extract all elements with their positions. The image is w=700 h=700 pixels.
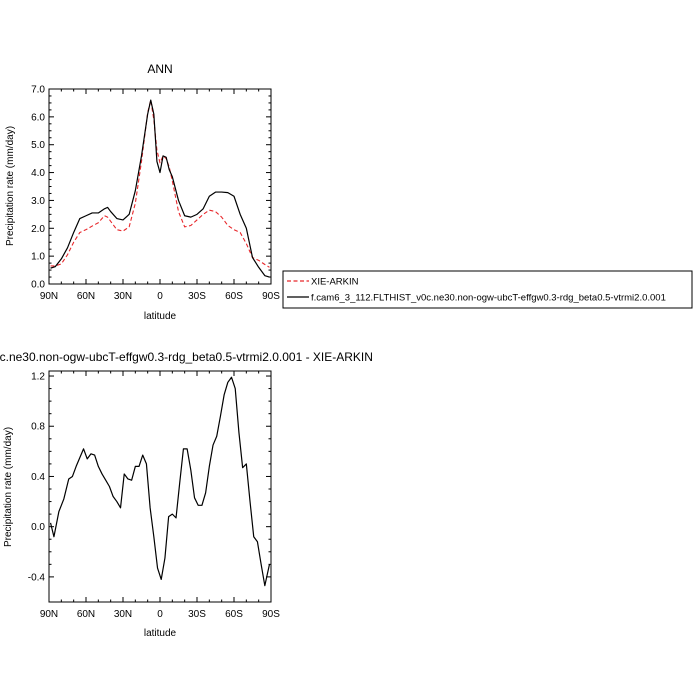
top-y-tick-label: 6.0 [31,112,45,123]
legend: XIE-ARKIN f.cam6_3_112.FLTHIST_v0c.ne30.… [282,270,693,309]
bottom-x-tick-label: 90S [262,609,280,620]
top-x-ticks: 90N 60N 30N 0 30S 60S 90S [40,89,280,302]
bottom-y-tick-label: -0.4 [28,572,46,583]
top-x-tick-label: 60S [225,291,243,302]
top-x-tick-label: 60N [77,291,95,302]
top-x-tick-label: 30N [114,291,132,302]
top-x-tick-label: 90N [40,291,58,302]
top-y-ticks: 0.0 1.0 2.0 3.0 4.0 5.0 6.0 7.0 [31,85,271,291]
bottom-x-tick-label: 60S [225,609,243,620]
bottom-series-group [49,376,271,587]
top-x-tick-label: 0 [157,291,163,302]
bottom-panel: f.cam6_3_112.FLTHIST_v0c.ne30.non-ogw-ub… [0,350,373,639]
bottom-x-axis-label: latitude [144,628,177,639]
top-y-tick-label: 4.0 [31,168,45,179]
bottom-y-tick-label: 0.8 [31,422,45,433]
top-x-tick-label: 90S [262,291,280,302]
top-x-tick-label: 30S [188,291,206,302]
top-plot-frame [48,88,272,285]
bottom-plot-frame [48,370,272,603]
bottom-x-tick-label: 30N [114,609,132,620]
legend-label-xie-arkin: XIE-ARKIN [311,277,359,288]
legend-box [282,270,693,309]
top-y-tick-label: 0.0 [31,280,45,291]
top-series-group [50,99,270,278]
bottom-x-tick-label: 30S [188,609,206,620]
bottom-y-tick-label: 1.2 [31,372,45,383]
top-series-line-xie-arkin [50,99,270,268]
top-y-tick-label: 3.0 [31,196,45,207]
bottom-y-axis-label: Precipitation rate (mm/day) [3,427,14,547]
bottom-series-line-difference [49,376,271,587]
legend-label-model: f.cam6_3_112.FLTHIST_v0c.ne30.non-ogw-ub… [311,293,666,304]
bottom-y-tick-label: 0.0 [31,522,45,533]
top-y-tick-label: 1.0 [31,252,45,263]
bottom-x-tick-label: 0 [157,609,163,620]
top-series-line-f-cam6-3-112-flthist-v0c-ne30-non-ogw-ub [50,99,270,278]
bottom-y-ticks: -0.4 0.0 0.4 0.8 1.2 [28,372,271,583]
bottom-x-ticks: 90N 60N 30N 0 30S 60S 90S [40,371,280,620]
top-plot-title: ANN [147,62,172,76]
top-y-axis-label: Precipitation rate (mm/day) [5,126,16,246]
top-panel: ANN 90N 60N 30N 0 30S 60S 90S 0.0 1.0 2.0 3.0 4.0 5… [5,62,280,322]
top-x-axis-label: latitude [144,311,177,322]
bottom-plot-title: f.cam6_3_112.FLTHIST_v0c.ne30.non-ogw-ub… [0,350,373,364]
bottom-x-tick-label: 60N [77,609,95,620]
top-y-tick-label: 5.0 [31,140,45,151]
top-y-tick-label: 2.0 [31,224,45,235]
bottom-x-tick-label: 90N [40,609,58,620]
bottom-y-tick-label: 0.4 [31,472,45,483]
top-y-tick-label: 7.0 [31,85,45,96]
